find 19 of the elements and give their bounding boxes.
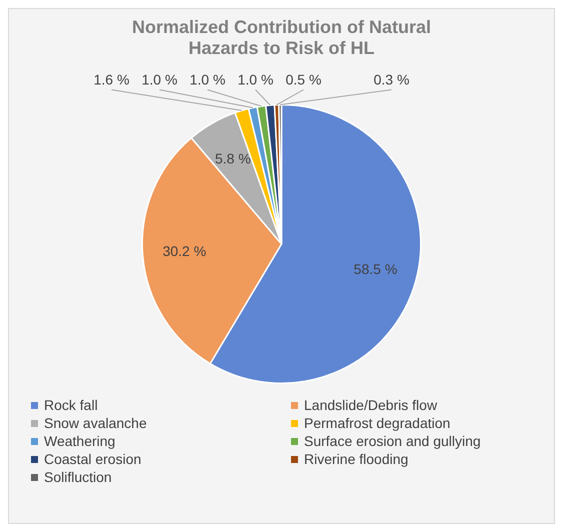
data-label: 1.6 % <box>94 72 130 88</box>
data-label: 1.0 % <box>190 72 226 88</box>
legend-label: Riverine flooding <box>304 451 408 467</box>
legend-label: Snow avalanche <box>44 415 147 431</box>
legend-label: Solifluction <box>44 469 112 485</box>
data-label: 30.2 % <box>162 242 206 259</box>
data-label: 0.3 % <box>374 72 410 88</box>
legend-label: Coastal erosion <box>44 451 142 467</box>
data-label: 58.5 % <box>354 260 398 277</box>
legend-label: Weathering <box>44 433 116 449</box>
data-label: 0.5 % <box>286 72 322 88</box>
chart-title: Normalized Contribution of Natural Hazards to Risk of HL <box>131 17 432 59</box>
legend-label: Landslide/Debris flow <box>304 397 438 413</box>
data-label: 5.8 % <box>214 150 251 166</box>
data-label: 1.0 % <box>142 72 178 88</box>
legend-label: Permafrost degradation <box>304 415 450 431</box>
data-label: 1.0 % <box>238 72 274 88</box>
legend-label: Rock fall <box>44 397 98 413</box>
legend-label: Surface erosion and gullying <box>304 433 481 449</box>
